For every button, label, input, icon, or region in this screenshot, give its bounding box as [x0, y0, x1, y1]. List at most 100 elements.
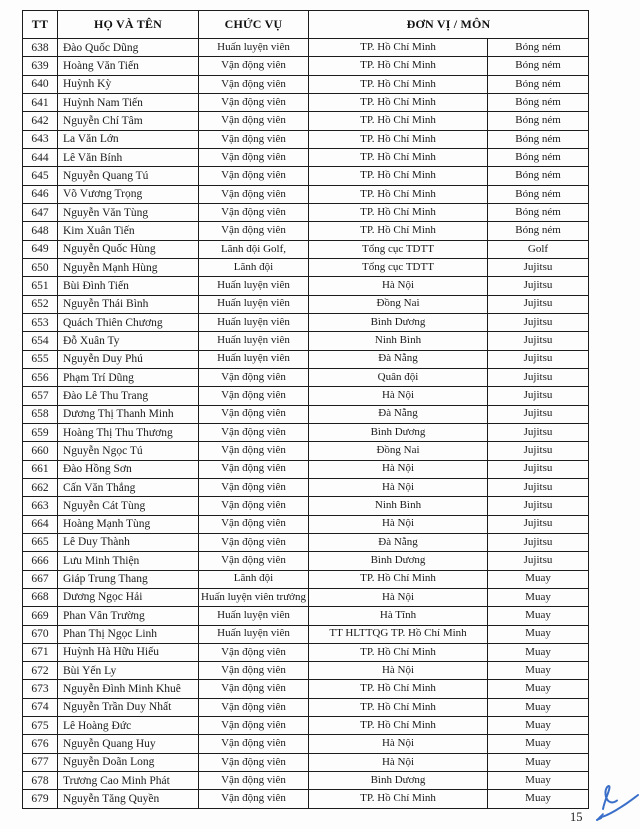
row-number-cell: 653	[22, 312, 58, 333]
position-cell: Vận động viên	[198, 551, 309, 571]
row-number-cell: 667	[22, 569, 58, 589]
row-number-cell: 660	[22, 441, 58, 461]
row-number-cell: 674	[22, 697, 58, 718]
position-cell: Huấn luyện viên	[198, 294, 309, 314]
unit-cell: TP. Hồ Chí Minh	[308, 697, 488, 718]
table-row: 638 Đào Quốc Dũng Huấn luyện viên TP. Hồ Ch…	[22, 37, 590, 58]
table-row: 656 Phạm Trí Dũng Vận động viên Quân đội Juj…	[22, 367, 590, 388]
sport-cell: Muay	[486, 642, 590, 663]
unit-cell: TP. Hồ Chí Minh	[308, 184, 488, 204]
name-cell: Dương Thị Thanh Minh	[57, 404, 199, 424]
row-number-cell: 677	[22, 752, 58, 773]
row-number-cell: 646	[22, 184, 58, 204]
sport-cell: Jujitsu	[486, 276, 590, 296]
name-cell: Nguyễn Văn Tùng	[57, 202, 199, 223]
row-number-cell: 661	[22, 459, 58, 479]
sport-cell: Bóng ném	[486, 129, 590, 149]
name-cell: Giáp Trung Thang	[57, 569, 199, 589]
name-cell: Nguyễn Tăng Quyền	[57, 789, 199, 809]
unit-cell: Hà Nội	[308, 587, 488, 608]
table-row: 644 Lê Văn Bính Vận động viên TP. Hồ Chí Mi…	[22, 147, 590, 168]
unit-cell: TP. Hồ Chí Minh	[308, 37, 488, 58]
table-row: 679 Nguyễn Tăng Quyền Vận động viên TP. Hồ …	[22, 789, 590, 809]
unit-cell: Hà Nội	[308, 661, 488, 681]
unit-cell: Đồng Nai	[308, 294, 488, 314]
position-cell: Huấn luyện viên	[198, 312, 309, 333]
name-cell: Đào Hồng Sơn	[57, 459, 199, 479]
position-cell: Vận động viên	[198, 386, 309, 406]
sport-cell: Jujitsu	[486, 386, 590, 406]
name-cell: Nguyễn Quốc Hùng	[57, 239, 199, 259]
position-cell: Lãnh đội	[198, 569, 309, 589]
unit-cell: TT HLTTQG TP. Hồ Chí Minh	[308, 624, 488, 644]
name-cell: Võ Vương Trọng	[57, 184, 199, 204]
sport-cell: Muay	[486, 771, 590, 791]
row-number-cell: 640	[22, 74, 58, 94]
table-row: 674 Nguyễn Trần Duy Nhất Vận động viên TP. …	[22, 697, 590, 718]
sport-cell: Jujitsu	[486, 459, 590, 479]
name-cell: Nguyễn Duy Phú	[57, 349, 199, 369]
name-cell: Nguyễn Quang Tú	[57, 166, 199, 186]
row-number-cell: 644	[22, 147, 58, 168]
row-number-cell: 655	[22, 349, 58, 369]
table-row: 673 Nguyễn Đình Minh Khuê Vận động viên TP.…	[22, 679, 590, 699]
name-cell: Trương Cao Minh Phát	[57, 771, 199, 791]
unit-cell: Hà Nội	[308, 459, 488, 479]
table-row: 672 Bùi Yến Ly Vận động viên Hà Nội Muay	[22, 661, 590, 681]
row-number-cell: 651	[22, 276, 58, 296]
position-cell: Huấn luyện viên	[198, 37, 309, 58]
name-cell: Nguyễn Thái Bình	[57, 294, 199, 314]
row-number-cell: 645	[22, 166, 58, 186]
sport-cell: Muay	[486, 661, 590, 681]
name-cell: Hoàng Văn Tiến	[57, 56, 199, 76]
sport-cell: Bóng ném	[486, 37, 590, 58]
unit-cell: TP. Hồ Chí Minh	[308, 111, 488, 131]
position-cell: Lãnh đội Golf,	[198, 239, 309, 259]
row-number-cell: 650	[22, 257, 58, 278]
position-cell: Vận động viên	[198, 202, 309, 223]
unit-cell: Hà Nội	[308, 514, 488, 534]
table-row: 639 Hoàng Văn Tiến Vận động viên TP. Hồ Chí…	[22, 56, 590, 76]
row-number-cell: 678	[22, 771, 58, 791]
sport-cell: Bóng ném	[486, 92, 590, 113]
name-cell: Phạm Trí Dũng	[57, 367, 199, 388]
sport-cell: Jujitsu	[486, 331, 590, 351]
athlete-roster-table: TT HỌ VÀ TÊN CHỨC VỤ ĐƠN VỊ / MÔN 638 Đào…	[22, 10, 590, 809]
sport-cell: Muay	[486, 716, 590, 736]
name-cell: Nguyễn Chí Tâm	[57, 111, 199, 131]
unit-cell: Tổng cục TDTT	[308, 239, 488, 259]
unit-cell: Hà Nội	[308, 734, 488, 754]
header-position: CHỨC VỤ	[198, 10, 309, 39]
position-cell: Vận động viên	[198, 56, 309, 76]
unit-cell: Ninh Bình	[308, 496, 488, 516]
row-number-cell: 663	[22, 496, 58, 516]
sport-cell: Jujitsu	[486, 367, 590, 388]
row-number-cell: 676	[22, 734, 58, 754]
position-cell: Vận động viên	[198, 642, 309, 663]
sport-cell: Muay	[486, 624, 590, 644]
table-row: 659 Hoàng Thị Thu Thương Vận động viên Bình…	[22, 422, 590, 443]
name-cell: Hoàng Thị Thu Thương	[57, 422, 199, 443]
sport-cell: Bóng ném	[486, 56, 590, 76]
table-row: 649 Nguyễn Quốc Hùng Lãnh đội Golf, Tổng cụ…	[22, 239, 590, 259]
position-cell: Vận động viên	[198, 771, 309, 791]
unit-cell: Đồng Nai	[308, 441, 488, 461]
sport-cell: Bóng ném	[486, 221, 590, 241]
position-cell: Vận động viên	[198, 496, 309, 516]
position-cell: Vận động viên	[198, 679, 309, 699]
table-row: 640 Huỳnh Kỳ Vận động viên TP. Hồ Chí Minh B…	[22, 74, 590, 94]
sport-cell: Jujitsu	[486, 496, 590, 516]
row-number-cell: 649	[22, 239, 58, 259]
row-number-cell: 666	[22, 551, 58, 571]
table-row: 662 Cấn Văn Thắng Vận động viên Hà Nội Jujit…	[22, 477, 590, 498]
sport-cell: Bóng ném	[486, 74, 590, 94]
table-row: 645 Nguyễn Quang Tú Vận động viên TP. Hồ Ch…	[22, 166, 590, 186]
position-cell: Vận động viên	[198, 184, 309, 204]
sport-cell: Muay	[486, 679, 590, 699]
name-cell: Nguyễn Ngọc Tú	[57, 441, 199, 461]
row-number-cell: 673	[22, 679, 58, 699]
unit-cell: TP. Hồ Chí Minh	[308, 221, 488, 241]
sport-cell: Muay	[486, 734, 590, 754]
table-row: 648 Kim Xuân Tiến Vận động viên TP. Hồ Chí …	[22, 221, 590, 241]
